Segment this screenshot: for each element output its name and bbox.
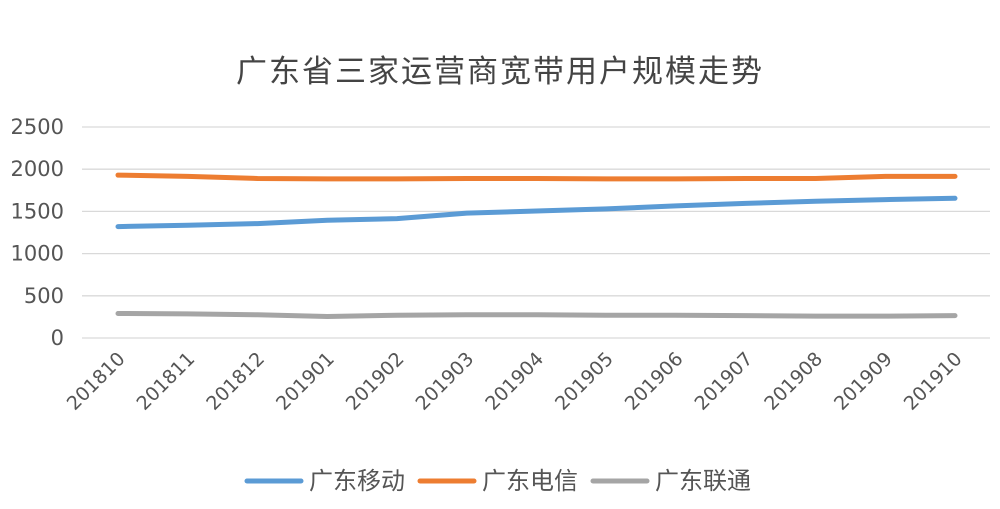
y-tick-label: 1500 [11, 199, 64, 223]
x-tick-label: 201905 [551, 348, 618, 415]
y-tick-label: 500 [24, 284, 64, 308]
y-tick-label: 2500 [11, 115, 64, 139]
series-line-1 [115, 195, 958, 230]
x-tick-label: 201812 [202, 348, 269, 415]
x-tick-label: 201901 [272, 348, 339, 415]
y-axis-ticks: 0 500 1000 1500 2000 2500 [11, 115, 64, 350]
x-tick-label: 201908 [760, 348, 827, 415]
x-tick-label: 201811 [132, 348, 199, 415]
x-tick-label: 201810 [63, 348, 130, 415]
x-tick-label: 201909 [830, 348, 897, 415]
legend-label-2: 广东电信 [482, 467, 578, 495]
x-tick-label: 201906 [621, 348, 688, 415]
x-tick-label: 201907 [690, 348, 757, 415]
series-line-2 [115, 172, 958, 182]
legend-label-1: 广东移动 [309, 467, 405, 495]
x-tick-label: 201903 [411, 348, 478, 415]
x-tick-label: 201904 [481, 348, 548, 415]
x-axis-ticks: 201810 201811 201812 201901 201902 201903 2019… [63, 348, 967, 415]
x-tick-label: 201910 [900, 348, 967, 415]
y-tick-label: 1000 [11, 242, 64, 266]
legend-label-3: 广东联通 [655, 467, 751, 495]
chart-title: 广东省三家运营商宽带用户规模走势 [236, 54, 764, 90]
x-tick-label: 201902 [342, 348, 409, 415]
series-line-3 [115, 311, 958, 319]
series-lines [115, 172, 958, 319]
y-tick-label: 0 [51, 326, 64, 350]
y-tick-label: 2000 [11, 157, 64, 181]
legend: 广东移动 广东电信 广东联通 [244, 467, 751, 495]
grid-lines [82, 126, 990, 339]
